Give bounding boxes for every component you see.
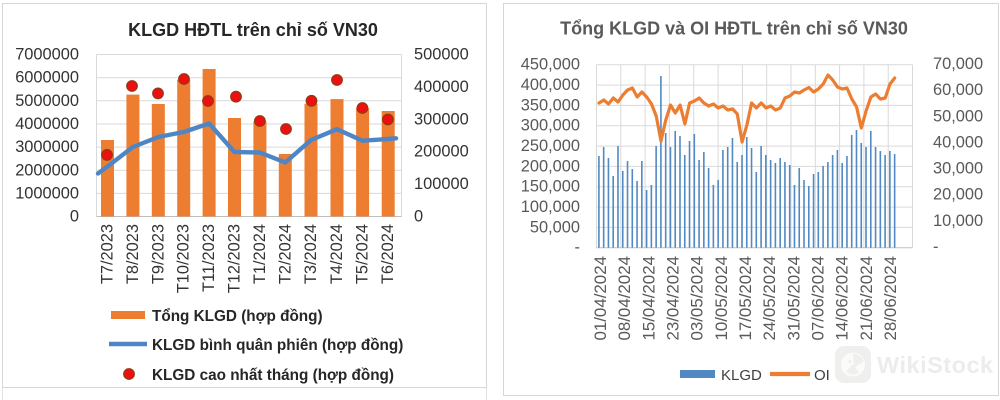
svg-text:07/06/2024: 07/06/2024 [809,256,828,341]
svg-text:5000000: 5000000 [15,92,79,110]
svg-text:40,000: 40,000 [933,133,983,151]
svg-text:KLGD cao nhất tháng (hợp đồng): KLGD cao nhất tháng (hợp đồng) [152,367,394,384]
svg-text:0: 0 [70,208,79,226]
svg-text:200,000: 200,000 [521,157,580,175]
svg-text:4000000: 4000000 [15,115,79,133]
svg-text:KLGD: KLGD [721,367,762,384]
svg-text:Tổng KLGD (hợp đồng): Tổng KLGD (hợp đồng) [152,308,323,325]
svg-text:T6/2024: T6/2024 [379,224,397,284]
svg-text:T10/2023: T10/2023 [175,224,193,293]
svg-text:21/06/2024: 21/06/2024 [857,256,876,341]
svg-text:50,000: 50,000 [933,107,983,125]
svg-text:T1/2024: T1/2024 [251,224,269,284]
svg-text:350,000: 350,000 [521,96,580,114]
svg-text:300000: 300000 [414,110,469,128]
svg-text:-: - [933,238,938,256]
svg-text:250,000: 250,000 [521,137,580,155]
svg-text:300,000: 300,000 [521,117,580,135]
svg-text:KLGD HĐTL trên chỉ số VN30: KLGD HĐTL trên chỉ số VN30 [128,20,378,40]
svg-text:T5/2024: T5/2024 [354,224,372,284]
svg-text:T9/2023: T9/2023 [149,224,167,284]
svg-text:T4/2024: T4/2024 [328,224,346,284]
svg-text:03/05/2024: 03/05/2024 [688,256,707,341]
svg-text:200000: 200000 [414,143,469,161]
svg-text:31/05/2024: 31/05/2024 [784,256,803,341]
svg-text:150,000: 150,000 [521,178,580,196]
svg-text:70,000: 70,000 [933,55,983,73]
svg-text:28/06/2024: 28/06/2024 [881,256,900,341]
svg-text:-: - [575,239,580,257]
svg-text:400000: 400000 [414,78,469,96]
svg-text:3000000: 3000000 [15,138,79,156]
svg-text:WikiStock: WikiStock [877,352,994,378]
svg-text:0: 0 [414,208,423,226]
svg-text:01/04/2024: 01/04/2024 [591,256,610,341]
svg-text:10/05/2024: 10/05/2024 [712,256,731,341]
svg-text:7000000: 7000000 [15,46,79,64]
svg-text:KLGD bình quân phiên (hợp đồng: KLGD bình quân phiên (hợp đồng) [152,337,403,354]
svg-text:100000: 100000 [414,175,469,193]
svg-text:2000000: 2000000 [15,161,79,179]
svg-text:60,000: 60,000 [933,81,983,99]
svg-text:15/04/2024: 15/04/2024 [639,256,658,341]
svg-text:24/05/2024: 24/05/2024 [760,256,779,341]
svg-text:23/04/2024: 23/04/2024 [664,256,683,341]
svg-text:T7/2023: T7/2023 [99,224,117,284]
svg-text:10,000: 10,000 [933,212,983,230]
svg-text:T11/2023: T11/2023 [200,224,218,292]
svg-text:6000000: 6000000 [15,69,79,87]
svg-text:Tổng KLGD và OI HĐTL trên chỉ: Tổng KLGD và OI HĐTL trên chỉ số VN30 [560,19,908,39]
svg-text:T8/2023: T8/2023 [124,224,142,284]
svg-text:OI: OI [814,367,830,384]
svg-text:1000000: 1000000 [15,184,79,202]
svg-text:500000: 500000 [414,46,469,64]
svg-text:20,000: 20,000 [933,186,983,204]
svg-text:T12/2023: T12/2023 [226,224,244,293]
svg-text:17/05/2024: 17/05/2024 [736,256,755,341]
svg-text:450,000: 450,000 [521,56,580,74]
svg-text:400,000: 400,000 [521,76,580,94]
svg-text:T3/2024: T3/2024 [302,224,320,284]
svg-text:14/06/2024: 14/06/2024 [833,256,852,341]
svg-text:T2/2024: T2/2024 [276,224,294,284]
svg-text:30,000: 30,000 [933,160,983,178]
svg-text:08/04/2024: 08/04/2024 [615,256,634,341]
svg-text:50,000: 50,000 [530,218,580,236]
svg-text:100,000: 100,000 [521,198,580,216]
